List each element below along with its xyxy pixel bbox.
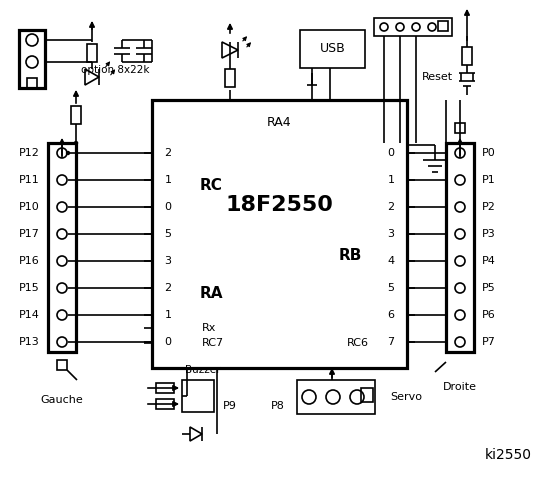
Text: RA: RA — [200, 286, 223, 300]
Text: 0: 0 — [388, 148, 394, 158]
Bar — [182, 380, 214, 412]
Text: P12: P12 — [19, 148, 40, 158]
Text: ki2550: ki2550 — [484, 448, 531, 462]
Bar — [87, 44, 97, 62]
Bar — [462, 47, 472, 65]
Text: 5: 5 — [388, 283, 394, 293]
Text: P0: P0 — [482, 148, 495, 158]
Text: P2: P2 — [482, 202, 496, 212]
Text: P15: P15 — [19, 283, 40, 293]
Text: 4: 4 — [388, 256, 394, 266]
Bar — [374, 18, 452, 36]
Bar — [225, 69, 235, 87]
Text: Droite: Droite — [443, 382, 477, 392]
Text: Rx: Rx — [202, 323, 216, 333]
Bar — [152, 100, 407, 368]
Text: Buzzer: Buzzer — [185, 365, 221, 375]
Text: 1: 1 — [164, 310, 171, 320]
Bar — [156, 399, 174, 409]
Text: P11: P11 — [19, 175, 40, 185]
Text: 7: 7 — [388, 337, 394, 347]
Text: 2: 2 — [388, 202, 394, 212]
Text: 1: 1 — [388, 175, 394, 185]
Text: Reset: Reset — [422, 72, 453, 82]
Bar — [156, 383, 174, 393]
Text: P13: P13 — [19, 337, 40, 347]
Text: 6: 6 — [388, 310, 394, 320]
Text: RC: RC — [200, 178, 223, 192]
Text: option 8x22k: option 8x22k — [81, 65, 149, 75]
Text: USB: USB — [320, 43, 346, 56]
Bar — [297, 380, 375, 414]
Bar — [438, 21, 448, 31]
Text: 1: 1 — [164, 175, 171, 185]
Text: P17: P17 — [19, 229, 40, 239]
Circle shape — [66, 151, 70, 155]
Bar — [455, 123, 465, 133]
Bar — [48, 143, 76, 352]
Bar — [71, 106, 81, 124]
Text: 0: 0 — [164, 337, 171, 347]
Text: P16: P16 — [19, 256, 40, 266]
Bar — [446, 143, 474, 352]
Text: 2: 2 — [164, 283, 171, 293]
Text: P10: P10 — [19, 202, 40, 212]
Text: 3: 3 — [164, 256, 171, 266]
Text: Servo: Servo — [390, 392, 422, 402]
Text: P9: P9 — [223, 401, 237, 411]
Bar — [27, 78, 37, 88]
Text: P4: P4 — [482, 256, 496, 266]
Bar — [19, 30, 45, 88]
Text: 3: 3 — [388, 229, 394, 239]
Text: 5: 5 — [164, 229, 171, 239]
Text: P3: P3 — [482, 229, 495, 239]
Text: RB: RB — [338, 249, 362, 264]
Text: P5: P5 — [482, 283, 495, 293]
Text: P14: P14 — [19, 310, 40, 320]
Text: P8: P8 — [271, 401, 285, 411]
Text: 18F2550: 18F2550 — [226, 195, 333, 215]
Text: RC6: RC6 — [347, 338, 369, 348]
Text: RA4: RA4 — [267, 116, 292, 129]
Circle shape — [74, 141, 78, 145]
Bar — [300, 30, 365, 68]
Text: P1: P1 — [482, 175, 495, 185]
Text: 0: 0 — [164, 202, 171, 212]
Text: Gauche: Gauche — [40, 395, 84, 405]
Bar — [361, 388, 373, 402]
Text: P7: P7 — [482, 337, 496, 347]
Bar — [57, 360, 67, 370]
Text: 2: 2 — [164, 148, 171, 158]
Text: P6: P6 — [482, 310, 495, 320]
Text: RC7: RC7 — [202, 338, 224, 348]
